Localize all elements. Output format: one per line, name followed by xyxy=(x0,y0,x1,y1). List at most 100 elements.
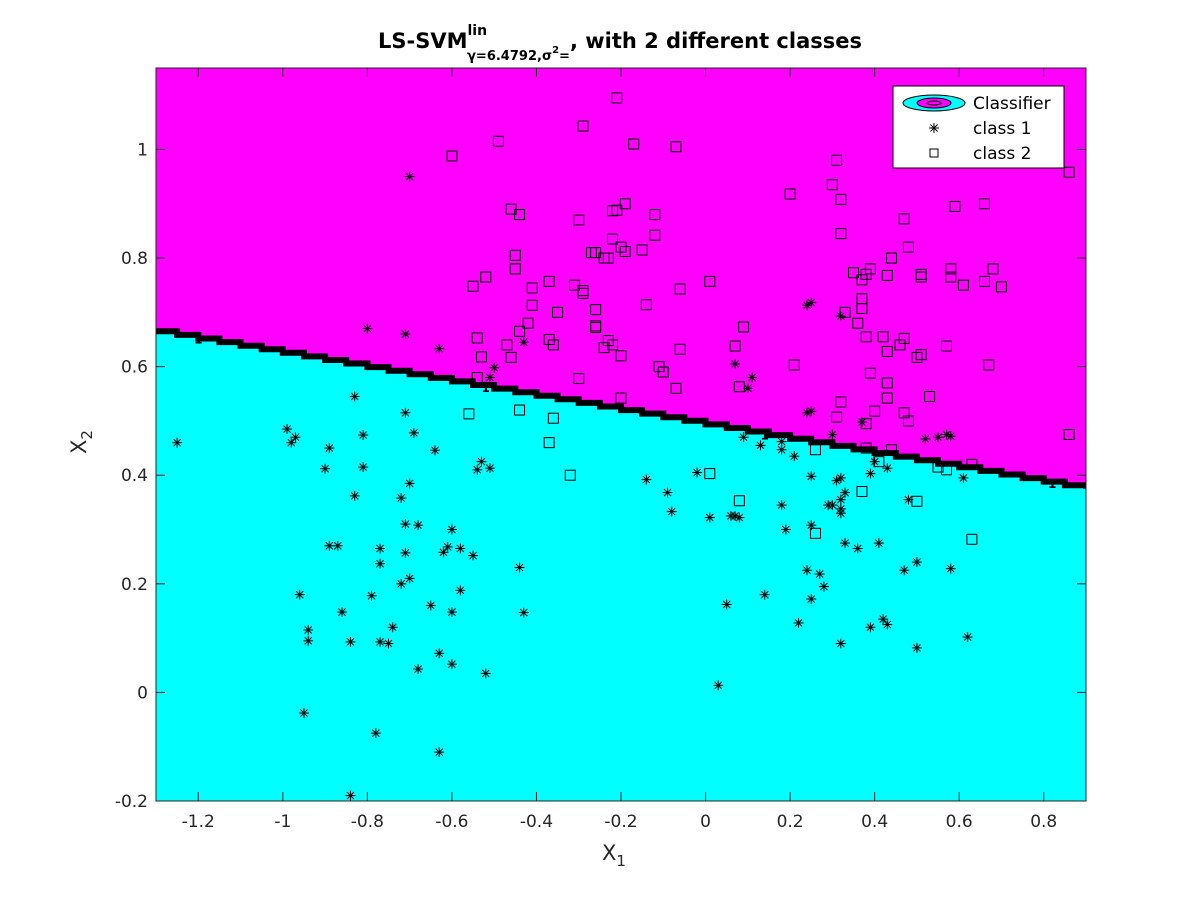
class2-point xyxy=(873,456,885,468)
class2-point xyxy=(839,306,851,318)
class1-point xyxy=(294,589,305,600)
title-tail: , with 2 different classes xyxy=(570,29,862,53)
class1-point xyxy=(476,456,487,467)
class1-point xyxy=(375,636,386,647)
class1-point xyxy=(945,431,956,442)
class1-point xyxy=(400,547,411,558)
class2-point xyxy=(788,359,800,371)
class1-point xyxy=(358,430,369,441)
class2-point xyxy=(573,373,585,385)
contour-label: 1 xyxy=(194,332,202,346)
chart-title: LS-SVMlin γ=6.4792,σ2=, with 2 different … xyxy=(378,23,862,64)
class1-point xyxy=(468,550,479,561)
class2-point xyxy=(611,204,623,216)
class2-point xyxy=(628,138,640,150)
class2-point xyxy=(526,282,538,294)
class1-point xyxy=(776,444,787,455)
class2-point xyxy=(590,320,602,332)
class1-point xyxy=(666,506,677,517)
class2-point xyxy=(864,367,876,379)
class1-point xyxy=(814,569,825,580)
class2-point xyxy=(463,408,475,420)
y-tick-label: 0.8 xyxy=(121,249,148,269)
class2-point xyxy=(619,198,631,210)
class2-point xyxy=(729,340,741,352)
class1-point xyxy=(835,311,846,322)
class1-point xyxy=(400,407,411,418)
class1-point xyxy=(514,562,525,573)
class1-point xyxy=(413,520,424,531)
class1-point xyxy=(865,468,876,479)
class2-point xyxy=(856,486,868,498)
class1-point xyxy=(375,543,386,554)
class1-point xyxy=(484,372,495,383)
class2-point xyxy=(526,299,538,311)
x-tick-label: -1 xyxy=(274,812,291,832)
class1-point xyxy=(396,578,407,589)
class2-point xyxy=(514,404,526,416)
class1-point xyxy=(387,622,398,633)
class2-point xyxy=(966,533,978,545)
class2-point xyxy=(590,304,602,316)
class1-point xyxy=(776,436,787,447)
class2-point xyxy=(902,241,914,253)
class2-point xyxy=(949,200,961,212)
class1-point xyxy=(734,512,745,523)
class1-point xyxy=(713,680,724,691)
class2-point xyxy=(607,233,619,245)
class1-point xyxy=(789,451,800,462)
class2-point xyxy=(509,249,521,261)
x-tick-label: -0.6 xyxy=(435,812,468,832)
class2-point xyxy=(670,382,682,394)
class1-point xyxy=(290,432,301,443)
class2-point xyxy=(915,349,927,361)
class2-point xyxy=(979,198,991,210)
x-tick-label: 0.4 xyxy=(861,812,888,832)
class1-point xyxy=(806,297,817,308)
class2-point xyxy=(987,263,999,275)
class2-point xyxy=(547,339,559,351)
class1-point xyxy=(755,440,766,451)
class2-point xyxy=(704,275,716,287)
class1-point xyxy=(835,638,846,649)
class1-point xyxy=(349,391,360,402)
class2-point xyxy=(640,299,652,311)
class1-point xyxy=(438,547,449,558)
class2-point xyxy=(848,267,859,279)
class2-point xyxy=(835,396,847,408)
class1-point xyxy=(662,487,673,498)
legend: Classifier class 1 class 2 xyxy=(892,85,1065,169)
class2-point xyxy=(835,228,847,240)
class1-point xyxy=(869,456,880,467)
class2-point xyxy=(911,351,923,363)
class1-point xyxy=(958,472,969,483)
class1-point xyxy=(941,429,952,440)
class1-point xyxy=(404,171,415,182)
class1-point xyxy=(780,524,791,535)
class1-point xyxy=(303,635,314,646)
x-tick-label: -0.4 xyxy=(520,812,553,832)
class2-point xyxy=(860,442,872,454)
class1-point xyxy=(730,510,741,521)
class2-point xyxy=(649,209,661,221)
class2-point xyxy=(649,229,661,241)
class2-point xyxy=(670,141,682,153)
title-main: LS-SVM xyxy=(378,29,468,53)
y-axis-label-main: X xyxy=(67,440,91,454)
class1-point xyxy=(835,508,846,519)
class1-point xyxy=(434,343,445,354)
class1-point xyxy=(345,636,356,647)
class2-point xyxy=(509,263,521,275)
class1-point xyxy=(349,490,360,501)
class2-point xyxy=(995,281,1007,293)
class1-point xyxy=(802,407,812,418)
title-subscript-sigma: σ xyxy=(542,49,552,64)
y-axis-label: X2 xyxy=(67,430,96,454)
class1-point xyxy=(835,494,846,505)
class1-point xyxy=(455,543,466,554)
class2-point xyxy=(924,390,936,402)
x-tick-label: 0.2 xyxy=(777,812,804,832)
class1-point xyxy=(404,573,415,584)
class2-point xyxy=(615,241,627,253)
